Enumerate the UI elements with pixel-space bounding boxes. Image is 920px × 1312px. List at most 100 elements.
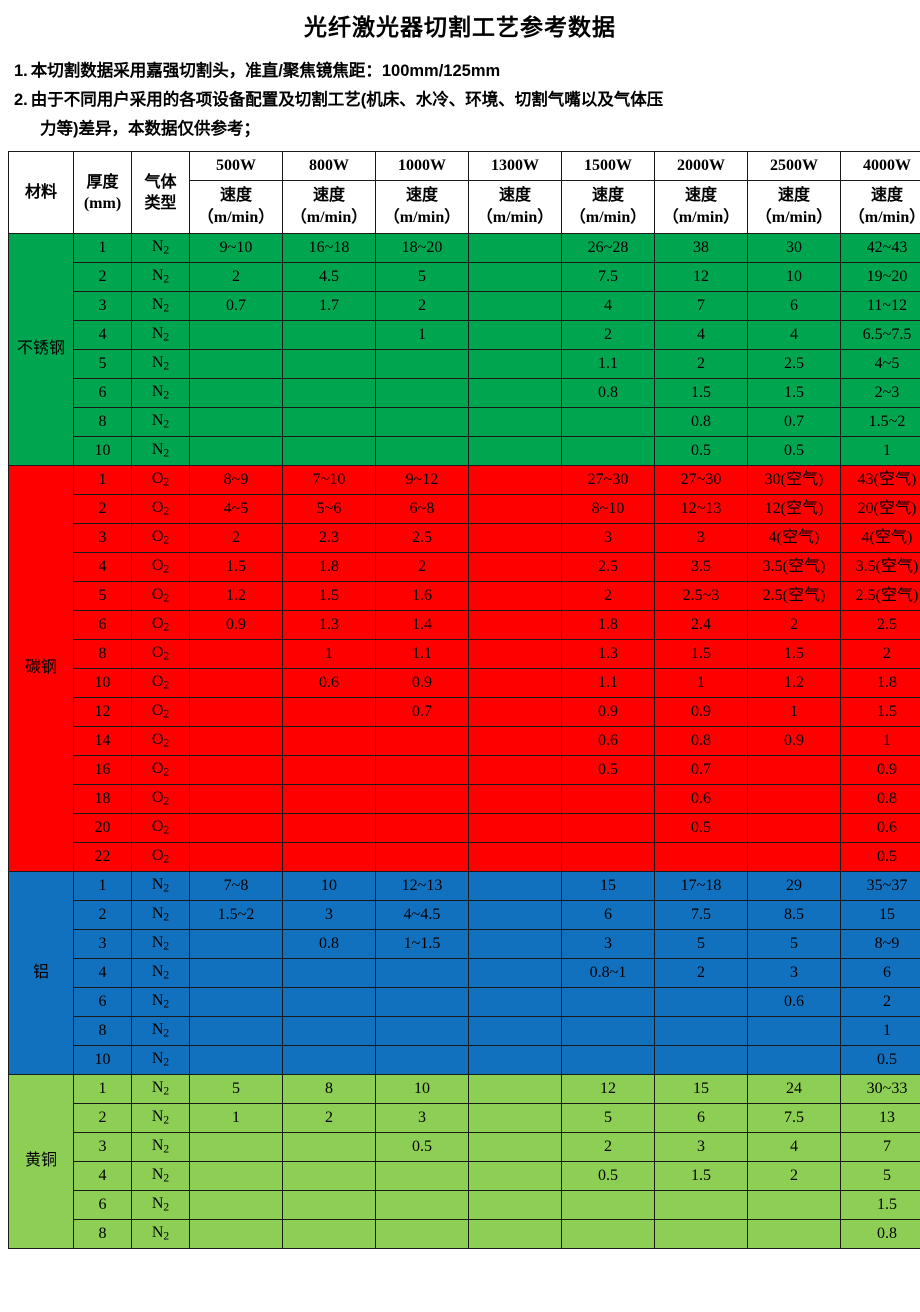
note-text-continuation: 力等)差异，本数据仅供参考； bbox=[14, 116, 906, 143]
speed-value-cell bbox=[469, 292, 562, 321]
gas-type-cell: N2 bbox=[132, 1075, 190, 1104]
thickness-cell: 6 bbox=[74, 1191, 132, 1220]
speed-value-cell: 35~37 bbox=[841, 872, 920, 901]
speed-value-cell: 1.3 bbox=[283, 611, 376, 640]
speed-value-cell: 3 bbox=[655, 524, 748, 553]
thickness-cell: 4 bbox=[74, 553, 132, 582]
speed-value-cell bbox=[376, 1220, 469, 1249]
gas-type-cell: O2 bbox=[132, 727, 190, 756]
speed-value-cell bbox=[283, 1191, 376, 1220]
speed-value-cell bbox=[376, 408, 469, 437]
speed-value-cell: 1~1.5 bbox=[376, 930, 469, 959]
speed-value-cell: 30~33 bbox=[841, 1075, 920, 1104]
thickness-cell: 2 bbox=[74, 495, 132, 524]
speed-value-cell bbox=[469, 466, 562, 495]
thickness-cell: 2 bbox=[74, 263, 132, 292]
speed-value-cell: 7.5 bbox=[748, 1104, 841, 1133]
speed-value-cell: 0.8 bbox=[562, 379, 655, 408]
speed-value-cell: 0.8 bbox=[655, 727, 748, 756]
speed-value-cell bbox=[562, 408, 655, 437]
speed-value-cell bbox=[562, 843, 655, 872]
header-power-1000w: 1000W bbox=[376, 152, 469, 181]
gas-type-cell: N2 bbox=[132, 292, 190, 321]
speed-value-cell bbox=[190, 843, 283, 872]
thickness-cell: 8 bbox=[74, 640, 132, 669]
header-thickness: 厚度 (mm) bbox=[74, 152, 132, 234]
speed-value-cell: 0.8 bbox=[283, 930, 376, 959]
thickness-cell: 6 bbox=[74, 611, 132, 640]
speed-value-cell bbox=[376, 785, 469, 814]
note-number: 2. bbox=[14, 87, 31, 114]
speed-value-cell: 1.8 bbox=[841, 669, 920, 698]
header-power-800w: 800W bbox=[283, 152, 376, 181]
gas-type-cell: O2 bbox=[132, 524, 190, 553]
speed-value-cell bbox=[376, 959, 469, 988]
speed-value-cell bbox=[562, 988, 655, 1017]
speed-value-cell bbox=[469, 959, 562, 988]
speed-value-cell: 0.5 bbox=[841, 843, 920, 872]
speed-value-cell: 1 bbox=[283, 640, 376, 669]
speed-value-cell: 2 bbox=[562, 582, 655, 611]
page-title: 光纤激光器切割工艺参考数据 bbox=[0, 12, 920, 44]
speed-value-cell: 9~10 bbox=[190, 234, 283, 263]
speed-value-cell: 6~8 bbox=[376, 495, 469, 524]
speed-value-cell: 20(空气) bbox=[841, 495, 920, 524]
speed-value-cell: 0.5 bbox=[376, 1133, 469, 1162]
speed-value-cell bbox=[655, 1046, 748, 1075]
speed-value-cell bbox=[469, 1133, 562, 1162]
speed-value-cell: 1.5 bbox=[748, 379, 841, 408]
note-text: 由于不同用户采用的各项设备配置及切割工艺(机床、水冷、环境、切割气嘴以及气体压 bbox=[31, 87, 906, 114]
thickness-cell: 8 bbox=[74, 1017, 132, 1046]
speed-value-cell: 0.5 bbox=[748, 437, 841, 466]
thickness-cell: 3 bbox=[74, 1133, 132, 1162]
speed-value-cell: 16~18 bbox=[283, 234, 376, 263]
speed-value-cell bbox=[283, 379, 376, 408]
gas-type-cell: O2 bbox=[132, 553, 190, 582]
gas-type-cell: N2 bbox=[132, 1220, 190, 1249]
header-power-2000w: 2000W bbox=[655, 152, 748, 181]
speed-value-cell: 1.3 bbox=[562, 640, 655, 669]
speed-value-cell: 1.5 bbox=[748, 640, 841, 669]
speed-value-cell: 26~28 bbox=[562, 234, 655, 263]
gas-type-cell: O2 bbox=[132, 611, 190, 640]
speed-value-cell: 1.5 bbox=[655, 640, 748, 669]
speed-value-cell bbox=[469, 263, 562, 292]
speed-value-cell bbox=[748, 814, 841, 843]
speed-value-cell: 0.5 bbox=[841, 1046, 920, 1075]
header-power-2500w: 2500W bbox=[748, 152, 841, 181]
speed-value-cell: 1.5 bbox=[841, 1191, 920, 1220]
speed-value-cell bbox=[283, 698, 376, 727]
speed-value-cell bbox=[562, 1191, 655, 1220]
speed-value-cell: 3 bbox=[376, 1104, 469, 1133]
thickness-cell: 3 bbox=[74, 930, 132, 959]
thickness-cell: 10 bbox=[74, 669, 132, 698]
speed-value-cell bbox=[190, 669, 283, 698]
speed-value-cell: 0.9 bbox=[376, 669, 469, 698]
speed-value-cell bbox=[469, 872, 562, 901]
speed-value-cell: 3.5(空气) bbox=[748, 553, 841, 582]
speed-value-cell bbox=[190, 640, 283, 669]
speed-value-cell: 2 bbox=[562, 1133, 655, 1162]
speed-value-cell bbox=[283, 756, 376, 785]
speed-value-cell bbox=[469, 524, 562, 553]
speed-value-cell bbox=[748, 843, 841, 872]
gas-type-cell: N2 bbox=[132, 1017, 190, 1046]
speed-value-cell: 27~30 bbox=[655, 466, 748, 495]
speed-value-cell bbox=[469, 1017, 562, 1046]
speed-value-cell: 1 bbox=[748, 698, 841, 727]
speed-value-cell bbox=[748, 785, 841, 814]
speed-value-cell bbox=[469, 408, 562, 437]
speed-value-cell: 7~10 bbox=[283, 466, 376, 495]
speed-value-cell: 0.9 bbox=[655, 698, 748, 727]
speed-value-cell: 2~3 bbox=[841, 379, 920, 408]
speed-value-cell: 0.7 bbox=[655, 756, 748, 785]
speed-value-cell: 0.9 bbox=[748, 727, 841, 756]
speed-value-cell: 10 bbox=[283, 872, 376, 901]
gas-type-cell: N2 bbox=[132, 930, 190, 959]
